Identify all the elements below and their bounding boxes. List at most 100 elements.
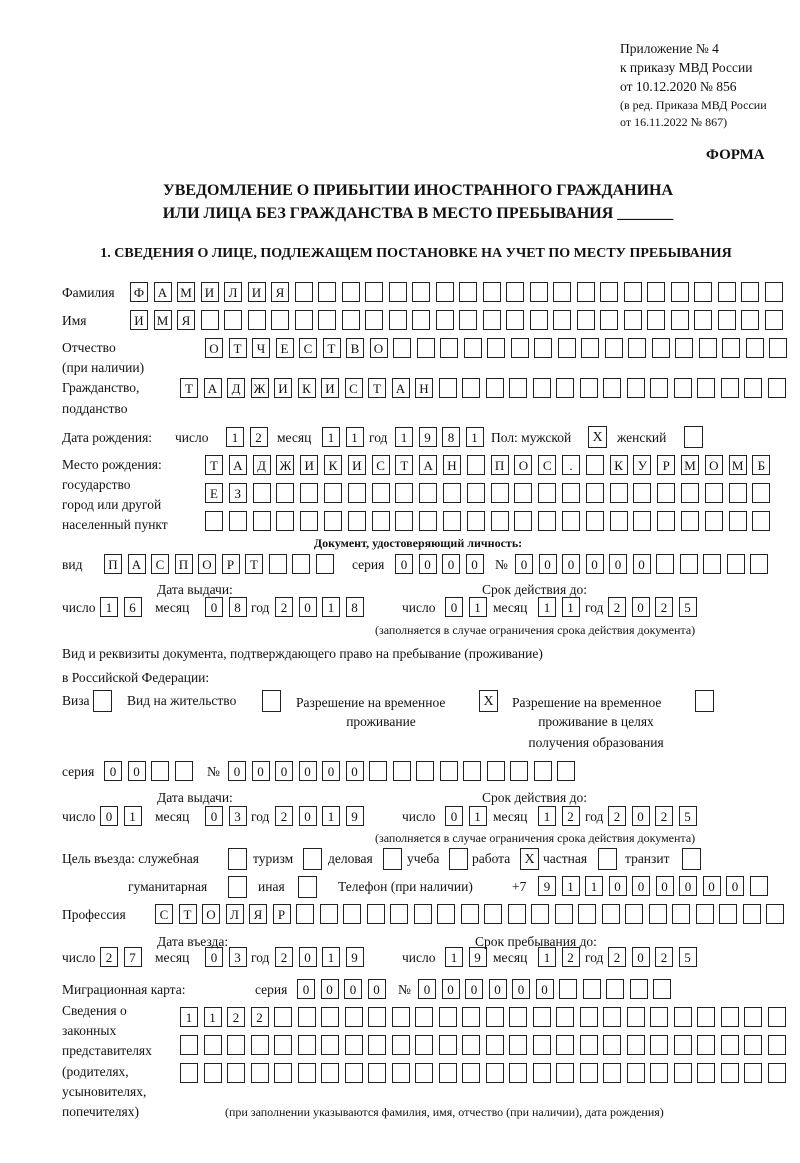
char-cell[interactable]: 0 — [104, 761, 122, 781]
char-cell[interactable]: 0 — [127, 761, 146, 781]
char-cell[interactable] — [697, 1063, 715, 1083]
char-cell[interactable] — [415, 1063, 433, 1083]
char-cell[interactable] — [600, 282, 618, 302]
char-cell[interactable] — [487, 338, 505, 358]
char-cell[interactable]: Я — [249, 904, 267, 924]
char-cell[interactable]: Т — [245, 554, 263, 574]
char-cell[interactable]: Е — [275, 338, 294, 358]
char-cell[interactable]: 0 — [298, 761, 317, 781]
char-cell[interactable]: 0 — [345, 761, 364, 781]
char-cell[interactable] — [578, 904, 596, 924]
char-cell[interactable]: 2 — [561, 947, 580, 967]
char-cell[interactable] — [484, 904, 502, 924]
char-cell[interactable]: 0 — [322, 761, 340, 781]
work-checkbox[interactable]: X — [520, 848, 539, 870]
char-cell[interactable] — [582, 979, 601, 999]
male-checkbox[interactable]: X — [588, 426, 607, 448]
char-cell[interactable] — [531, 904, 549, 924]
char-cell[interactable] — [250, 1063, 269, 1083]
char-cell[interactable]: 0 — [535, 979, 554, 999]
char-cell[interactable]: Л — [225, 904, 244, 924]
char-cell[interactable]: 0 — [465, 554, 484, 574]
char-cell[interactable]: 0 — [205, 597, 223, 617]
char-cell[interactable] — [315, 554, 334, 574]
char-cell[interactable]: О — [205, 338, 223, 358]
char-cell[interactable]: О — [514, 455, 533, 475]
char-cell[interactable] — [490, 511, 509, 531]
char-cell[interactable] — [764, 282, 783, 302]
char-cell[interactable] — [514, 483, 533, 503]
char-cell[interactable] — [368, 1035, 386, 1055]
char-cell[interactable] — [415, 1035, 433, 1055]
char-cell[interactable] — [390, 904, 408, 924]
char-cell[interactable] — [250, 1035, 269, 1055]
char-cell[interactable] — [556, 1063, 574, 1083]
char-cell[interactable] — [506, 310, 524, 330]
char-cell[interactable] — [466, 511, 485, 531]
char-cell[interactable]: 0 — [609, 554, 627, 574]
char-cell[interactable] — [388, 310, 407, 330]
char-cell[interactable]: Б — [752, 455, 771, 475]
char-cell[interactable] — [440, 338, 458, 358]
char-cell[interactable]: 0 — [655, 876, 674, 896]
char-cell[interactable] — [292, 554, 310, 574]
char-cell[interactable] — [538, 511, 557, 531]
char-cell[interactable]: И — [274, 378, 292, 398]
char-cell[interactable]: 0 — [445, 806, 463, 826]
char-cell[interactable] — [321, 1007, 339, 1027]
char-cell[interactable] — [557, 338, 576, 358]
char-cell[interactable]: 3 — [228, 947, 247, 967]
char-cell[interactable] — [391, 1035, 410, 1055]
char-cell[interactable]: 1 — [585, 876, 603, 896]
char-cell[interactable] — [704, 511, 723, 531]
char-cell[interactable]: 1 — [180, 1007, 198, 1027]
char-cell[interactable]: 0 — [275, 761, 293, 781]
char-cell[interactable] — [344, 1007, 363, 1027]
char-cell[interactable] — [694, 282, 712, 302]
char-cell[interactable] — [766, 904, 784, 924]
char-cell[interactable] — [296, 904, 314, 924]
other-checkbox[interactable] — [298, 876, 317, 898]
char-cell[interactable] — [462, 1063, 480, 1083]
char-cell[interactable]: Д — [227, 378, 245, 398]
char-cell[interactable] — [745, 338, 764, 358]
char-cell[interactable] — [633, 511, 652, 531]
char-cell[interactable] — [224, 310, 242, 330]
char-cell[interactable]: О — [198, 554, 216, 574]
char-cell[interactable] — [672, 904, 690, 924]
char-cell[interactable]: А — [391, 378, 410, 398]
char-cell[interactable] — [391, 1063, 410, 1083]
char-cell[interactable]: 2 — [561, 806, 580, 826]
char-cell[interactable] — [697, 378, 715, 398]
char-cell[interactable]: 0 — [418, 979, 436, 999]
char-cell[interactable]: 1 — [322, 427, 340, 447]
char-cell[interactable]: Я — [177, 310, 195, 330]
char-cell[interactable] — [623, 282, 642, 302]
char-cell[interactable] — [300, 483, 319, 503]
char-cell[interactable]: 1 — [538, 597, 556, 617]
char-cell[interactable] — [466, 455, 485, 475]
char-cell[interactable] — [600, 310, 618, 330]
char-cell[interactable]: 1 — [468, 806, 487, 826]
char-cell[interactable] — [371, 511, 390, 531]
char-cell[interactable]: Ж — [250, 378, 269, 398]
char-cell[interactable]: П — [104, 554, 122, 574]
visa-checkbox[interactable] — [93, 690, 112, 712]
char-cell[interactable]: И — [321, 378, 339, 398]
char-cell[interactable] — [347, 511, 366, 531]
char-cell[interactable] — [576, 310, 595, 330]
char-cell[interactable]: 5 — [678, 806, 697, 826]
char-cell[interactable]: Т — [205, 455, 223, 475]
char-cell[interactable] — [719, 904, 737, 924]
char-cell[interactable]: 1 — [203, 1007, 222, 1027]
char-cell[interactable] — [657, 483, 676, 503]
char-cell[interactable] — [438, 378, 457, 398]
char-cell[interactable] — [466, 483, 485, 503]
char-cell[interactable]: Ч — [252, 338, 270, 358]
char-cell[interactable]: 0 — [726, 876, 744, 896]
char-cell[interactable] — [438, 1063, 457, 1083]
char-cell[interactable] — [180, 1035, 198, 1055]
char-cell[interactable] — [485, 1063, 504, 1083]
char-cell[interactable] — [670, 310, 689, 330]
char-cell[interactable] — [728, 483, 747, 503]
